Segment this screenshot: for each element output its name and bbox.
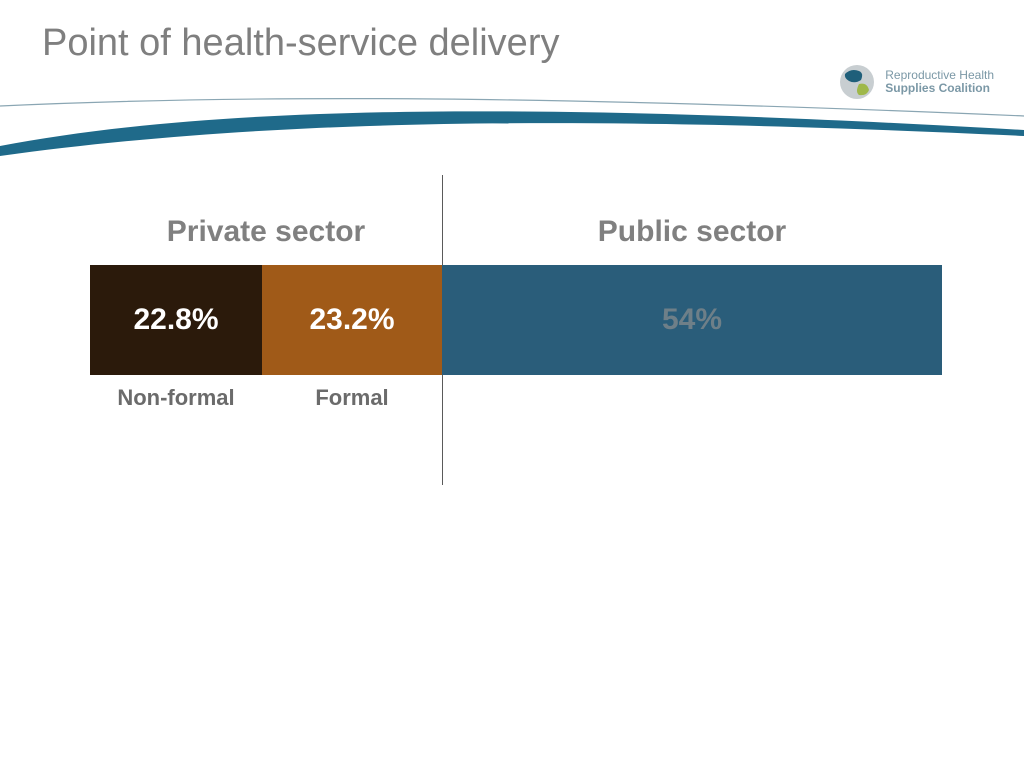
sector-label-public: Public sector xyxy=(442,215,942,249)
slide: Point of health-service delivery Reprodu… xyxy=(0,0,1024,768)
segment-formal: 23.2% xyxy=(262,265,442,375)
segment-public: 54% xyxy=(442,265,942,375)
swoosh-decoration xyxy=(0,92,1024,162)
stacked-bar: 22.8%23.2%54% xyxy=(90,265,942,375)
sub-label-nonformal: Non-formal xyxy=(90,385,262,411)
slide-title: Point of health-service delivery xyxy=(42,22,559,65)
sector-label-private: Private sector xyxy=(90,215,442,249)
sub-label-formal: Formal xyxy=(262,385,442,411)
segment-nonformal: 22.8% xyxy=(90,265,262,375)
chart: Private sector Public sector 22.8%23.2%5… xyxy=(90,175,942,485)
